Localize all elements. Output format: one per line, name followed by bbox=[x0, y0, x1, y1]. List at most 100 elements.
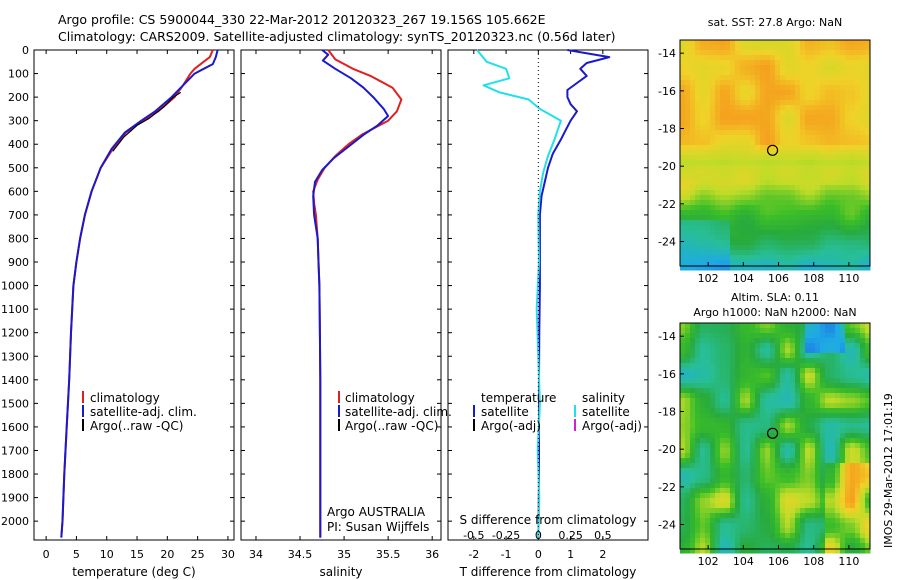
map-cell bbox=[730, 45, 736, 51]
map-cell bbox=[740, 100, 746, 106]
map-cell bbox=[795, 428, 801, 434]
map-cell bbox=[840, 130, 846, 136]
map-cell bbox=[750, 215, 756, 221]
map-cell bbox=[695, 150, 701, 156]
map-cell bbox=[715, 75, 721, 81]
map-cell bbox=[840, 473, 846, 479]
map-cell bbox=[805, 398, 811, 404]
map-cell bbox=[765, 135, 771, 141]
map-cell bbox=[705, 373, 711, 379]
map-cell bbox=[855, 543, 861, 549]
map-cell bbox=[835, 518, 841, 524]
map-cell bbox=[780, 413, 786, 419]
map-cell bbox=[800, 413, 806, 419]
map-cell bbox=[770, 170, 776, 176]
map-cell bbox=[765, 328, 771, 334]
map-cell bbox=[775, 398, 781, 404]
map-cell bbox=[800, 543, 806, 549]
map-cell bbox=[730, 413, 736, 419]
map-cell bbox=[700, 130, 706, 136]
map-cell bbox=[845, 260, 851, 266]
map-cell bbox=[810, 403, 816, 409]
map-cell bbox=[745, 235, 751, 241]
map-cell bbox=[830, 443, 836, 449]
x-tick-label: 34.5 bbox=[288, 548, 313, 561]
map-cell bbox=[700, 45, 706, 51]
map-cell bbox=[805, 180, 811, 186]
map-cell bbox=[810, 180, 816, 186]
map-cell bbox=[850, 473, 856, 479]
map-cell bbox=[690, 508, 696, 514]
map-cell bbox=[705, 225, 711, 231]
map-cell bbox=[755, 348, 761, 354]
map-cell bbox=[735, 175, 741, 181]
map-cell bbox=[805, 393, 811, 399]
map-cell bbox=[705, 513, 711, 519]
map-cell bbox=[810, 115, 816, 121]
map-cell bbox=[830, 55, 836, 61]
map-cell bbox=[820, 478, 826, 484]
map-cell bbox=[770, 388, 776, 394]
map-cell bbox=[710, 338, 716, 344]
map-cell bbox=[740, 448, 746, 454]
map-cell bbox=[795, 498, 801, 504]
map-cell bbox=[770, 413, 776, 419]
map-cell bbox=[825, 418, 831, 424]
map-cell bbox=[715, 255, 721, 261]
map-cell bbox=[825, 155, 831, 161]
map-cell bbox=[840, 468, 846, 474]
depth-tick-label: 0 bbox=[22, 44, 29, 57]
map-cell bbox=[735, 398, 741, 404]
map-cell bbox=[805, 140, 811, 146]
map-cell bbox=[725, 488, 731, 494]
map-cell bbox=[800, 230, 806, 236]
map-cell bbox=[770, 155, 776, 161]
map-cell bbox=[775, 448, 781, 454]
map-cell bbox=[775, 90, 781, 96]
map-cell bbox=[810, 120, 816, 126]
map-cell bbox=[690, 353, 696, 359]
map-cell bbox=[805, 100, 811, 106]
map-cell bbox=[685, 130, 691, 136]
map-cell bbox=[745, 155, 751, 161]
map-cell bbox=[735, 195, 741, 201]
map-cell bbox=[705, 353, 711, 359]
map-cell bbox=[755, 508, 761, 514]
map-cell bbox=[825, 383, 831, 389]
map-cell bbox=[795, 255, 801, 261]
map-cell bbox=[760, 348, 766, 354]
map-cell bbox=[865, 483, 871, 489]
map-cell bbox=[850, 95, 856, 101]
map-cell bbox=[750, 65, 756, 71]
map-cell bbox=[695, 383, 701, 389]
map-cell bbox=[860, 468, 866, 474]
map-cell bbox=[860, 483, 866, 489]
map-cell bbox=[860, 363, 866, 369]
map-cell bbox=[765, 175, 771, 181]
map-cell bbox=[680, 408, 686, 414]
map-cell bbox=[840, 438, 846, 444]
map-cell bbox=[735, 115, 741, 121]
map-cell bbox=[710, 503, 716, 509]
map-cell bbox=[710, 195, 716, 201]
map-cell bbox=[825, 533, 831, 539]
map-cell bbox=[805, 190, 811, 196]
map-cell bbox=[825, 95, 831, 101]
map-cell bbox=[750, 70, 756, 76]
map-cell bbox=[680, 145, 686, 151]
map-cell bbox=[775, 353, 781, 359]
map-cell bbox=[855, 75, 861, 81]
map-cell bbox=[760, 423, 766, 429]
map-cell bbox=[865, 543, 871, 549]
map-cell bbox=[765, 398, 771, 404]
map-cell bbox=[680, 473, 686, 479]
map-cell bbox=[695, 398, 701, 404]
map-cell bbox=[740, 215, 746, 221]
map-cell bbox=[680, 155, 686, 161]
map-cell bbox=[695, 533, 701, 539]
map-cell bbox=[825, 388, 831, 394]
map-cell bbox=[835, 373, 841, 379]
map-cell bbox=[820, 403, 826, 409]
map-cell bbox=[825, 135, 831, 141]
map-cell bbox=[850, 378, 856, 384]
